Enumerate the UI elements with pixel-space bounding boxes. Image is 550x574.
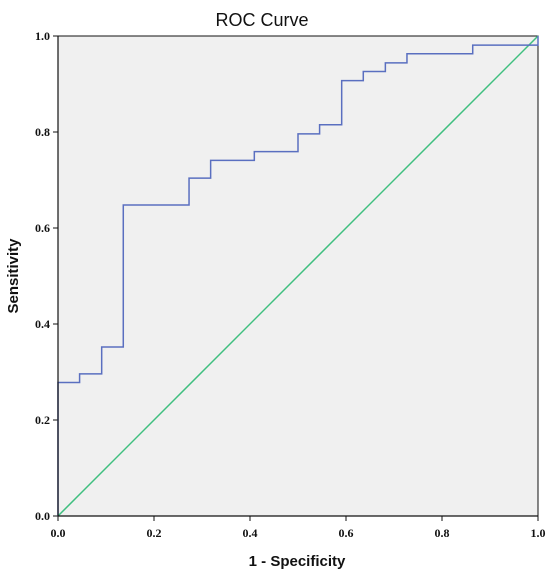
chart-title: ROC Curve bbox=[215, 10, 308, 30]
y-tick-label: 0.2 bbox=[35, 413, 50, 427]
x-tick-label: 0.0 bbox=[51, 526, 66, 540]
x-tick-label: 0.6 bbox=[339, 526, 354, 540]
x-axis-label: 1 - Specificity bbox=[249, 553, 346, 570]
y-tick-label: 0.4 bbox=[35, 317, 50, 331]
y-tick-label: 0.6 bbox=[35, 221, 50, 235]
y-tick-label: 0.8 bbox=[35, 125, 50, 139]
y-axis-label: Sensitivity bbox=[5, 238, 22, 314]
x-tick-label: 0.2 bbox=[147, 526, 162, 540]
y-axis-ticks: 0.0 0.2 0.4 0.6 0.8 1.0 bbox=[35, 29, 58, 523]
reference-diagonal-line bbox=[57, 35, 539, 517]
x-tick-label: 0.4 bbox=[243, 526, 258, 540]
y-tick-label: 1.0 bbox=[35, 29, 50, 43]
x-tick-label: 0.8 bbox=[435, 526, 450, 540]
x-tick-label: 1.0 bbox=[531, 526, 546, 540]
roc-curve-line bbox=[57, 36, 539, 516]
x-axis-ticks: 0.0 0.2 0.4 0.6 0.8 1.0 bbox=[51, 516, 546, 540]
y-tick-label: 0.0 bbox=[35, 509, 50, 523]
